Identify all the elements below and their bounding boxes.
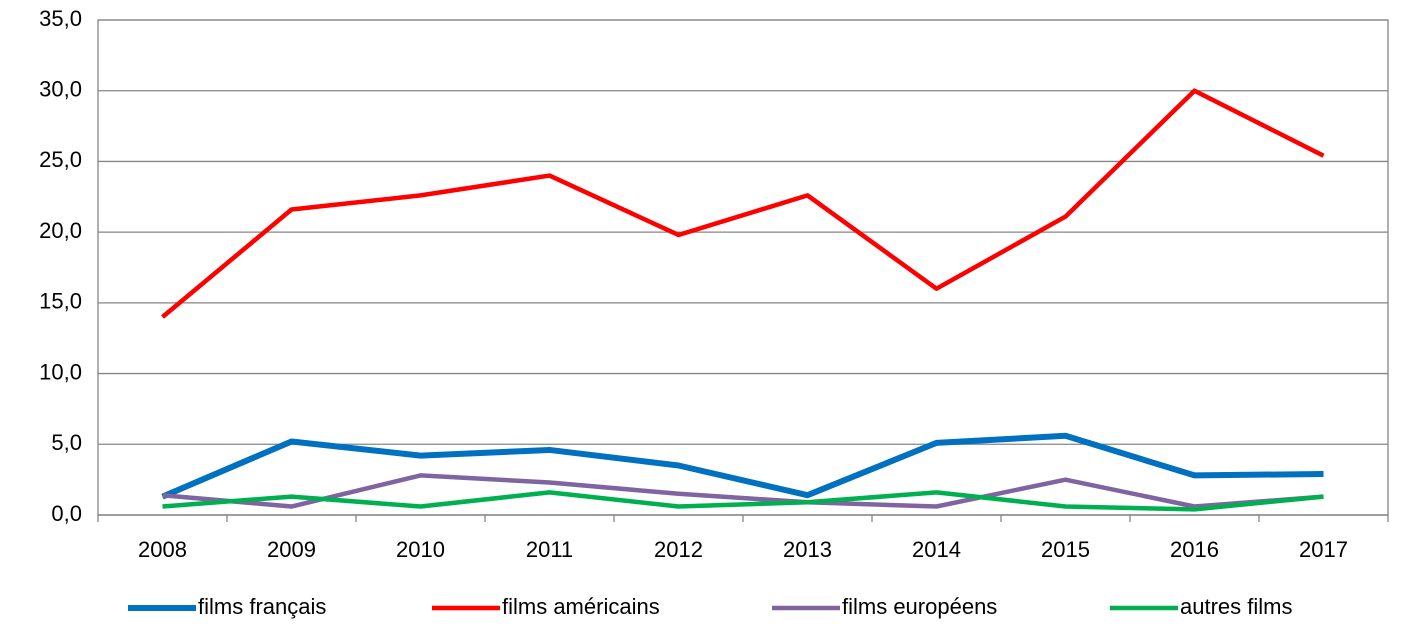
- series-line: [162, 473, 1324, 509]
- y-tick-label: 10,0: [39, 359, 82, 384]
- legend-label: films européens: [842, 594, 997, 619]
- series-line: [161, 88, 1325, 319]
- x-tick-label: 2017: [1299, 537, 1348, 562]
- x-tick-label: 2013: [783, 537, 832, 562]
- x-tick-label: 2008: [138, 537, 187, 562]
- y-tick-label: 5,0: [51, 430, 82, 455]
- y-tick-label: 30,0: [39, 77, 82, 102]
- legend-label: films français: [198, 594, 326, 619]
- x-tick-label: 2012: [654, 537, 703, 562]
- series-line: [162, 490, 1324, 512]
- series-line: [161, 432, 1324, 500]
- x-tick-label: 2010: [396, 537, 445, 562]
- x-tick-label: 2009: [267, 537, 316, 562]
- y-tick-label: 25,0: [39, 147, 82, 172]
- y-tick-label: 35,0: [39, 6, 82, 31]
- x-tick-label: 2014: [912, 537, 961, 562]
- y-tick-label: 20,0: [39, 218, 82, 243]
- legend-label: films américains: [502, 594, 660, 619]
- y-tick-label: 15,0: [39, 289, 82, 314]
- x-tick-label: 2011: [526, 537, 573, 562]
- y-tick-label: 0,0: [51, 501, 82, 526]
- legend-label: autres films: [1180, 594, 1292, 619]
- x-tick-label: 2015: [1041, 537, 1090, 562]
- x-tick-label: 2016: [1170, 537, 1219, 562]
